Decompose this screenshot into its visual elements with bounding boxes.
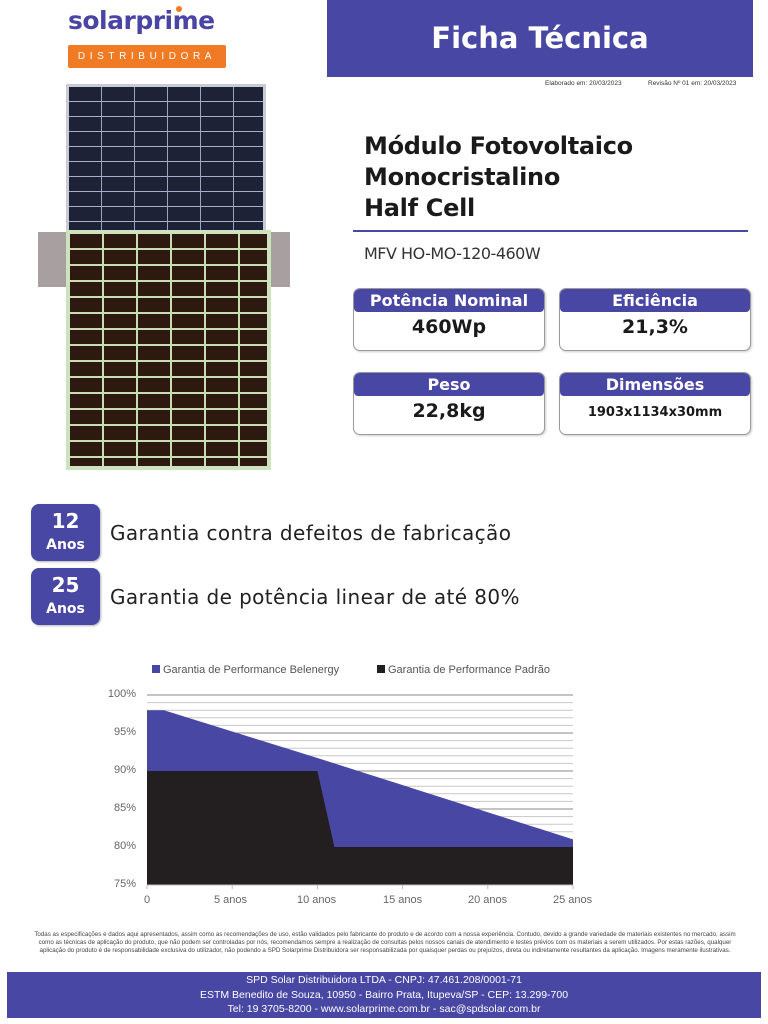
- warranty-text-linear-power: Garantia de potência linear de até 80%: [110, 585, 520, 609]
- x-tick: 0: [144, 894, 151, 906]
- brand-logo-wordmark: solarprime: [68, 6, 215, 35]
- brand-logo-dot: [176, 6, 182, 12]
- spec-label: Dimensões: [560, 373, 750, 396]
- x-tick: 15 anos: [383, 894, 423, 906]
- spec-label: Eficiência: [560, 289, 750, 312]
- spec-card-nominal-power: Potência Nominal 460Wp: [353, 288, 545, 351]
- elaborated-date: Elaborado em: 20/03/2023: [545, 80, 622, 87]
- y-tick: 100%: [107, 688, 136, 700]
- brand-logo-subtitle: DISTRIBUIDORA: [68, 45, 226, 68]
- y-tick: 80%: [113, 840, 136, 852]
- legend-swatch: [152, 665, 160, 673]
- series-standard-area: [147, 771, 573, 885]
- product-title: Módulo Fotovoltaico Monocristalino Half …: [364, 132, 633, 222]
- spec-card-efficiency: Eficiência 21,3%: [559, 288, 751, 351]
- spec-value: 22,8kg: [412, 400, 486, 422]
- chart-plot-area: [146, 694, 574, 889]
- warranty-badge-25-years: 25 Anos: [31, 568, 100, 625]
- legal-disclaimer: Todas as especificações e dados aqui apr…: [34, 931, 736, 954]
- x-tick: 25 anos: [553, 894, 593, 906]
- product-model: MFV HO-MO-120-460W: [364, 244, 541, 263]
- legend-swatch: [377, 665, 385, 673]
- y-tick: 75%: [113, 878, 136, 890]
- spec-label: Peso: [354, 373, 544, 396]
- warranty-text-manufacturing: Garantia contra defeitos de fabricação: [110, 521, 512, 545]
- x-tick: 5 anos: [214, 894, 248, 906]
- page-title: Ficha Técnica: [327, 0, 753, 77]
- y-tick: 90%: [113, 764, 136, 776]
- company-footer: SPD Solar Distribuidora LTDA - CNPJ: 47.…: [7, 972, 761, 1018]
- y-tick: 95%: [113, 726, 136, 738]
- warranty-badge-12-years: 12 Anos: [31, 504, 100, 561]
- footer-contact-line: Tel: 19 3705-8200 - www.solarprime.com.b…: [227, 1003, 541, 1015]
- spec-value: 21,3%: [622, 316, 688, 338]
- spec-value: 1903x1134x30mm: [587, 405, 723, 420]
- panel-front-view: [66, 84, 266, 234]
- mount-bracket-left: [38, 232, 68, 287]
- spec-label: Potência Nominal: [354, 289, 544, 312]
- spec-card-dimensions: Dimensões 1903x1134x30mm: [559, 372, 751, 435]
- title-divider: [353, 230, 748, 232]
- y-tick: 85%: [113, 802, 136, 814]
- panel-back-view: [66, 230, 271, 470]
- spec-value: 460Wp: [411, 316, 487, 338]
- x-tick: 10 anos: [297, 894, 337, 906]
- revision-date: Revisão Nº 01 em: 20/03/2023: [648, 80, 737, 87]
- footer-company-line: SPD Solar Distribuidora LTDA - CNPJ: 47.…: [246, 974, 522, 986]
- legend-item-belenergy: Garantia de Performance Belenergy: [152, 664, 339, 676]
- x-tick: 20 anos: [468, 894, 508, 906]
- spec-card-weight: Peso 22,8kg: [353, 372, 545, 435]
- legend-item-standard: Garantia de Performance Padrão: [377, 664, 550, 676]
- footer-address-line: ESTM Benedito de Souza, 10950 - Bairro P…: [199, 988, 569, 1001]
